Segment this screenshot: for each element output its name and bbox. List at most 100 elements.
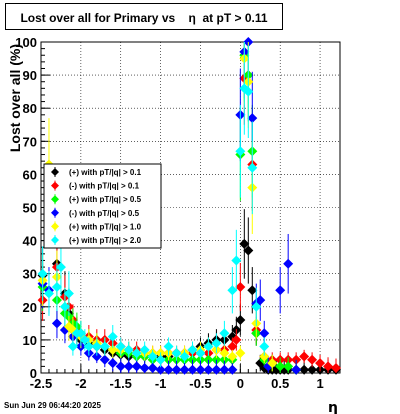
data-point [171, 364, 182, 375]
data-point [195, 348, 206, 359]
data-point [211, 338, 222, 349]
data-point [275, 285, 286, 296]
data-point [235, 146, 246, 157]
data-point [235, 348, 246, 359]
legend-marker [51, 208, 59, 217]
legend-entry: (-) with pT/|q| > 0.5 [69, 209, 140, 218]
data-point [259, 351, 270, 362]
y-tick-label: 100 [15, 35, 37, 50]
data-point [243, 245, 254, 256]
data-point [147, 363, 158, 374]
data-point [203, 341, 214, 352]
data-point [307, 354, 318, 365]
data-point [43, 288, 54, 299]
data-point [259, 341, 270, 352]
data-point [299, 364, 310, 375]
data-point [283, 258, 294, 269]
data-point [37, 268, 48, 279]
x-tick-label: -1.5 [110, 376, 132, 391]
data-point [291, 364, 302, 375]
legend-marker [51, 195, 59, 204]
data-point [99, 341, 110, 352]
data-point [247, 285, 258, 296]
data-point [171, 348, 182, 359]
data-point [83, 341, 94, 352]
data-point [227, 351, 238, 362]
data-point [139, 344, 150, 355]
legend-marker [51, 236, 59, 244]
data-point [323, 361, 334, 372]
data-point [179, 351, 190, 362]
data-point [219, 328, 230, 339]
data-point [219, 364, 230, 375]
data-point [147, 351, 158, 362]
legend-entry: (-) with pT/|q| > 0.1 [69, 182, 140, 191]
data-point [211, 364, 222, 375]
data-point [227, 285, 238, 296]
data-point [307, 364, 318, 375]
timestamp-label: Sun Jun 29 06:44:20 2025 [4, 401, 101, 410]
data-point [51, 318, 62, 329]
data-point [115, 341, 126, 352]
data-point [227, 341, 238, 352]
data-point [163, 364, 174, 375]
data-point [187, 344, 198, 355]
data-point [67, 341, 78, 352]
data-point [235, 315, 246, 326]
x-tick-label: -0.5 [189, 376, 211, 391]
legend-entry: (+) with pT/|q| > 2.0 [69, 236, 142, 245]
x-tick-label: -1 [155, 376, 167, 391]
data-point [107, 344, 118, 355]
y-tick-label: 0 [30, 366, 37, 381]
chart-title-box: Lost over all for Primary vs η at pT > 0… [5, 3, 283, 30]
y-tick-label: 80 [23, 101, 37, 116]
legend-entry: (+) with pT/|q| > 0.1 [69, 168, 142, 177]
data-point [275, 361, 286, 372]
y-tick-label: 10 [23, 333, 37, 348]
data-point [267, 358, 278, 369]
data-point [331, 363, 342, 374]
data-point [155, 354, 166, 365]
y-tick-label: 30 [23, 267, 37, 282]
y-tick-label: 50 [23, 201, 37, 216]
data-point [251, 301, 262, 312]
data-point [155, 364, 166, 375]
data-point [227, 364, 238, 375]
y-tick-label: 70 [23, 134, 37, 149]
data-point [187, 364, 198, 375]
data-point [231, 334, 242, 345]
data-point [219, 348, 230, 359]
data-point [139, 363, 150, 374]
data-point [131, 348, 142, 359]
x-axis-label: η [328, 400, 338, 414]
data-point [59, 301, 70, 312]
data-point [115, 361, 126, 372]
data-point [247, 162, 258, 173]
data-point [299, 351, 310, 362]
legend-marker [51, 168, 59, 176]
data-point [91, 341, 102, 352]
data-point [163, 341, 174, 352]
data-point [247, 113, 258, 124]
data-point [123, 344, 134, 355]
y-axis-label: Lost over all (%) [7, 44, 23, 152]
data-point [107, 331, 118, 342]
data-point [63, 288, 74, 299]
data-point [255, 295, 266, 306]
legend-marker [51, 181, 59, 190]
x-tick-label: -2.5 [30, 376, 52, 391]
data-point [235, 281, 246, 292]
data-point [123, 361, 134, 372]
y-tick-label: 20 [23, 300, 37, 315]
data-point [79, 334, 90, 345]
legend-marker [51, 222, 59, 231]
data-point [55, 262, 66, 273]
x-tick-label: 0 [237, 376, 244, 391]
data-point [131, 361, 142, 372]
y-tick-label: 40 [23, 234, 37, 249]
data-point [75, 328, 86, 339]
data-point [239, 238, 250, 249]
data-point [315, 358, 326, 369]
data-point [231, 255, 242, 266]
